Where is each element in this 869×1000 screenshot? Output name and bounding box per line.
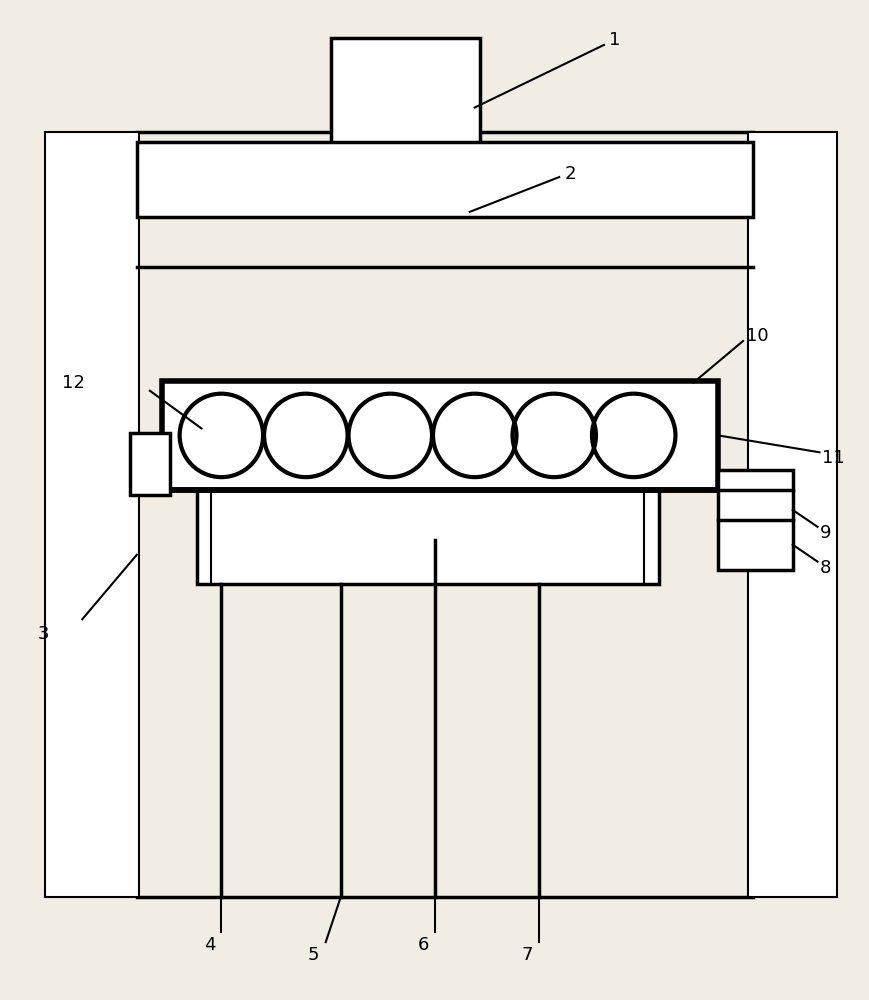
Bar: [330, 38, 479, 157]
Text: 3: 3: [37, 625, 49, 643]
Text: 5: 5: [308, 946, 319, 964]
Text: 9: 9: [819, 524, 830, 542]
Text: 1: 1: [608, 31, 620, 49]
Text: 8: 8: [819, 559, 830, 577]
Bar: [196, 490, 658, 584]
Bar: [129, 433, 169, 495]
Text: 7: 7: [521, 946, 533, 964]
Bar: [162, 381, 717, 490]
Bar: [747, 132, 837, 897]
Bar: [44, 132, 139, 897]
Text: 11: 11: [820, 449, 843, 467]
Bar: [136, 142, 752, 217]
Text: 4: 4: [203, 936, 215, 954]
Text: 12: 12: [63, 374, 85, 392]
Text: 2: 2: [563, 165, 575, 183]
Text: 10: 10: [745, 327, 767, 345]
Bar: [136, 132, 752, 897]
Bar: [717, 470, 792, 570]
Text: 6: 6: [417, 936, 428, 954]
